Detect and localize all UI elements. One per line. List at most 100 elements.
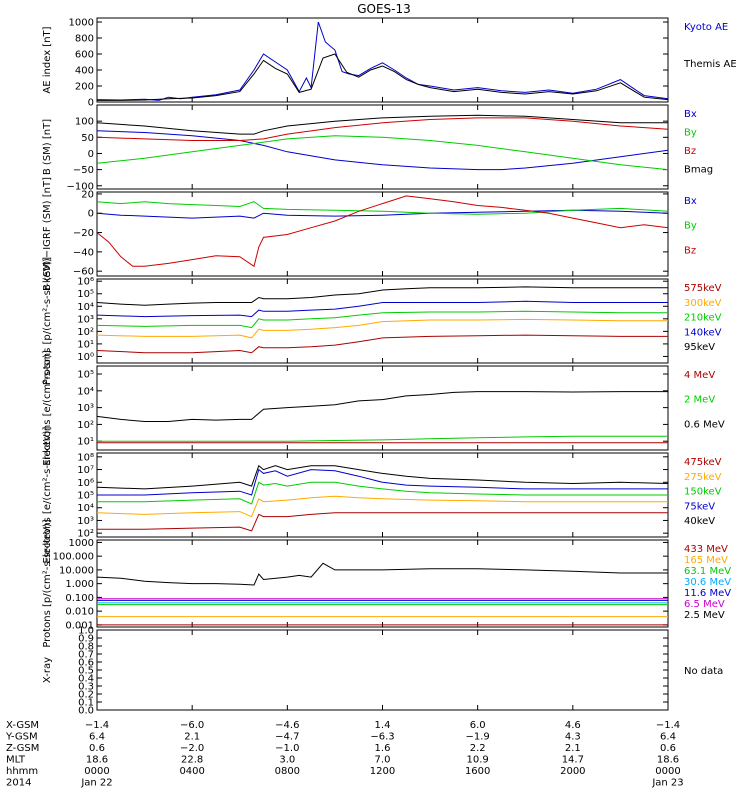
series-line-by (96, 135, 669, 171)
x-row-value: 2.2 (470, 743, 486, 754)
y-axis-label: Protons [p/(cm²-s-sr-keV)] (42, 257, 53, 385)
series-line-575kev (96, 334, 668, 354)
x-row-value: 18.6 (86, 755, 108, 766)
x-row-value: 10.9 (467, 755, 489, 766)
legend-entry: Bz (684, 146, 696, 157)
panel-ae: 0 200 400 600 800 1000 AE index [nT] Kyoto AE Th… (42, 17, 737, 109)
x-row-value: −4.6 (275, 720, 299, 731)
x-row-value: 0400 (179, 766, 204, 777)
x-row-value: −2.0 (180, 743, 204, 754)
y-tick-label: 10.000 (59, 565, 94, 576)
x-row-value: 2.1 (565, 743, 581, 754)
y-axis-label: Electrons [e/(cm²-s-sr)] (42, 350, 53, 466)
x-row-value: −1.4 (656, 720, 680, 731)
series-line-bz (96, 117, 669, 141)
x-row-value: 14.7 (562, 755, 584, 766)
panel-frame (96, 278, 669, 364)
legend-entry: 4 MeV (684, 370, 715, 381)
y-tick-label: 0.4 (78, 674, 94, 685)
y-tick-label: 0 (88, 209, 94, 220)
y-tick-label: 400 (75, 66, 94, 77)
y-tick-label: 0.010 (65, 607, 94, 618)
y-tick-label: 10⁵ (77, 370, 94, 381)
x-row-label: hhmm (6, 766, 38, 777)
legend-entry: 165 MeV (684, 555, 728, 566)
series-line-150kev (97, 481, 668, 505)
y-axis-label: Electrons [e/(cm²-s-sr-keV)] (42, 426, 53, 563)
y-tick-label: 0 (88, 98, 94, 109)
y-tick-label: 10³ (77, 516, 94, 527)
x-row-value: 0800 (275, 766, 300, 777)
y-tick-label: 10⁶ (77, 277, 94, 288)
panel-frame (96, 17, 669, 103)
x-row-value: 6.4 (89, 732, 105, 743)
y-tick-label: 0.100 (65, 593, 94, 604)
y-tick-label: 10⁰ (77, 352, 94, 363)
y-tick-label: −60 (73, 267, 94, 278)
series-line-140kev (96, 300, 668, 318)
x-row-value: 22.8 (181, 755, 203, 766)
y-tick-label: −40 (73, 247, 94, 258)
legend-entry: 2 MeV (684, 395, 715, 406)
x-row-value: −1.4 (85, 720, 109, 731)
y-tick-label: 200 (75, 82, 94, 93)
y-tick-label: 600 (75, 50, 94, 61)
y-axis-label: X-ray (42, 657, 53, 683)
y-tick-label: 10¹ (77, 339, 94, 350)
legend-entry: Bmag (684, 165, 713, 176)
x-row-value: 0.6 (660, 743, 676, 754)
legend-entry: 63.1 MeV (684, 566, 731, 577)
x-row-value: 4.3 (565, 732, 581, 743)
panel-frame (96, 629, 669, 711)
y-tick-label: 10¹ (77, 437, 94, 448)
panel-xray: 0.00.10.20.30.40.50.60.70.80.91.0 X-ray No… (42, 626, 723, 717)
legend-entry: 210keV (684, 313, 722, 324)
y-tick-label: 1.0 (78, 626, 94, 637)
y-tick-label: 20 (81, 189, 94, 200)
series-line-2-5-mev (96, 562, 668, 586)
panel-protons_mev: 0.001 0.010 0.100 1.000 10.000 100.000 1000 Pro… (42, 519, 731, 647)
plot-title: GOES-13 (357, 2, 411, 16)
x-row-label: X-GSM (6, 720, 39, 731)
legend-entry: 40keV (684, 516, 715, 527)
legend-entry: 11.6 MeV (684, 588, 731, 599)
x-row-label: MLT (6, 755, 26, 766)
y-tick-label: 0.5 (78, 666, 94, 677)
x-row-value: −1.0 (275, 743, 299, 754)
y-tick-label: 10⁵ (77, 491, 94, 502)
legend-entry: 275keV (684, 472, 722, 483)
y-tick-label: 0.3 (78, 682, 94, 693)
y-tick-label: 10² (77, 327, 94, 338)
y-tick-label: −100 (67, 181, 94, 192)
y-tick-label: 100 (75, 117, 94, 128)
series-line-75kev (97, 468, 668, 496)
x-row-value: −6.3 (370, 732, 394, 743)
y-axis-label: B (SM)−IGRF (SM) [nT] (42, 177, 53, 291)
y-tick-label: 10² (77, 529, 94, 540)
series-line-40kev (96, 464, 669, 490)
y-tick-label: 10³ (77, 314, 94, 325)
y-tick-label: 10⁷ (77, 465, 94, 476)
x-row-value: 0.6 (89, 743, 105, 754)
x-axis-table: X-GSM −1.4 −6.0 −4.6 1.4 6.0 4.6 −1.4 Y-GSM 6.4 2.… (5, 720, 684, 789)
y-tick-label: 1000 (69, 18, 94, 29)
legend-entry: Bz (684, 245, 696, 256)
panel-frame (96, 365, 669, 451)
y-tick-label: 10⁶ (77, 478, 94, 489)
x-row-value: 2000 (560, 766, 585, 777)
x-row-value: 1600 (465, 766, 490, 777)
x-row-label: Z-GSM (6, 743, 39, 754)
y-tick-label: 0.7 (78, 650, 94, 661)
legend-entry: 0.6 MeV (684, 419, 725, 430)
legend-entry: Kyoto AE (684, 22, 728, 33)
no-data-note: No data (684, 666, 723, 677)
legend-entry: 30.6 MeV (684, 577, 731, 588)
legend-entry: 433 MeV (684, 544, 728, 555)
x-row-value: −6.0 (180, 720, 204, 731)
series-line-475kev (97, 512, 668, 532)
legend-entry: 75keV (684, 501, 715, 512)
x-row-value: 18.6 (657, 755, 679, 766)
